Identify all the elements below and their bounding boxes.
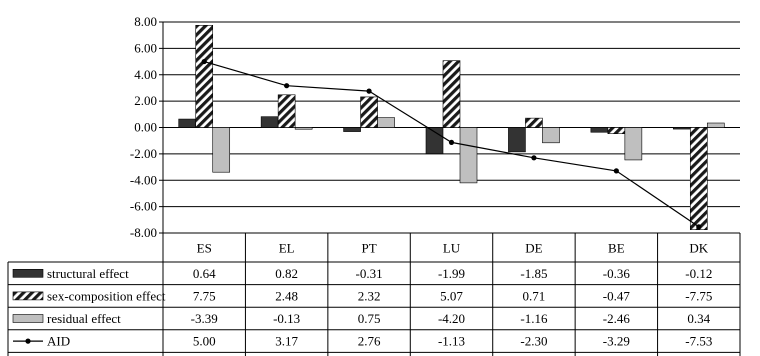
bar [360, 96, 378, 128]
y-tick-label: 4.00 [134, 67, 157, 82]
bar [212, 127, 231, 173]
data-label: -3.39 [191, 311, 218, 326]
data-label: 2.76 [358, 334, 381, 349]
data-label: -2.30 [520, 334, 547, 349]
y-tick-label: 0.00 [134, 120, 157, 135]
bar [294, 127, 313, 130]
legend-label: sex-composition effect [47, 288, 166, 303]
data-label: -0.12 [685, 266, 712, 281]
line-point [201, 58, 207, 65]
legend-label: structural effect [47, 266, 129, 281]
y-tick-label: -8.00 [130, 225, 157, 240]
line-point [613, 168, 619, 174]
bar [607, 127, 626, 134]
data-label: -0.31 [356, 266, 383, 281]
bar [260, 116, 279, 128]
y-tick-label: 6.00 [134, 40, 157, 55]
category-label: PT [361, 241, 376, 256]
category-label: DE [525, 241, 542, 256]
data-label: -4.20 [438, 311, 465, 326]
bar [624, 127, 643, 161]
legend-label: AID [47, 334, 70, 349]
data-label: -7.75 [685, 288, 712, 303]
data-label: -1.85 [520, 266, 547, 281]
bar [195, 24, 214, 128]
legend-key [12, 314, 44, 323]
legend-label: residual effect [47, 311, 121, 326]
bar [525, 117, 543, 128]
y-axis-ticks: 8.00 6.00 4.00 2.00 0.00 -2.00 -4.00 -6.00 -8.00 [130, 14, 163, 240]
legend-key [25, 338, 31, 344]
bar [672, 127, 691, 130]
bar [706, 122, 725, 128]
data-label: -1.99 [438, 266, 465, 281]
bar [508, 127, 526, 153]
data-label: 0.64 [193, 266, 216, 281]
data-label: -7.53 [685, 334, 712, 349]
data-label: -0.36 [603, 266, 631, 281]
category-label: DK [689, 241, 708, 256]
line-point [531, 155, 537, 161]
data-label: -1.16 [520, 311, 548, 326]
bar [542, 127, 560, 144]
category-label: ES [197, 241, 212, 256]
data-label: 0.71 [523, 288, 546, 303]
data-label: 3.17 [275, 334, 298, 349]
line-point [366, 88, 372, 94]
data-label: 7.75 [193, 288, 216, 303]
line-point [448, 139, 455, 146]
bar [459, 127, 478, 184]
y-tick-label: -6.00 [130, 199, 157, 214]
category-label: BE [608, 241, 625, 256]
legend-key [12, 268, 44, 278]
data-label: -1.13 [438, 334, 465, 349]
bar [590, 127, 609, 133]
data-label: -0.13 [273, 311, 300, 326]
bar [377, 117, 395, 128]
data-label: 0.34 [687, 311, 710, 326]
bar [442, 60, 461, 128]
bars [178, 24, 725, 231]
bar [689, 127, 708, 231]
y-tick-label: -2.00 [130, 146, 157, 161]
data-label: 0.75 [358, 311, 381, 326]
bar [343, 127, 361, 132]
data-label: 5.07 [440, 288, 463, 303]
aid-line [201, 58, 702, 230]
data-label: -0.47 [603, 288, 631, 303]
line-point [696, 224, 702, 230]
bar [277, 94, 296, 128]
y-tick-label: 8.00 [134, 14, 157, 29]
category-label: EL [279, 241, 295, 256]
line-point [284, 83, 290, 89]
data-label: 5.00 [193, 334, 216, 349]
data-label: -3.29 [603, 334, 630, 349]
data-table: ES EL PT LU DE BE DK structural effect 0.64 0.82 -… [7, 232, 741, 356]
data-label: 2.32 [358, 288, 381, 303]
legend-key [12, 291, 44, 301]
data-label: 0.82 [275, 266, 298, 281]
y-tick-label: 2.00 [134, 93, 157, 108]
y-tick-label: -4.00 [130, 172, 157, 187]
data-label: -2.46 [603, 311, 631, 326]
bar [178, 118, 197, 128]
data-label: 2.48 [275, 288, 298, 303]
category-label: LU [443, 241, 461, 256]
